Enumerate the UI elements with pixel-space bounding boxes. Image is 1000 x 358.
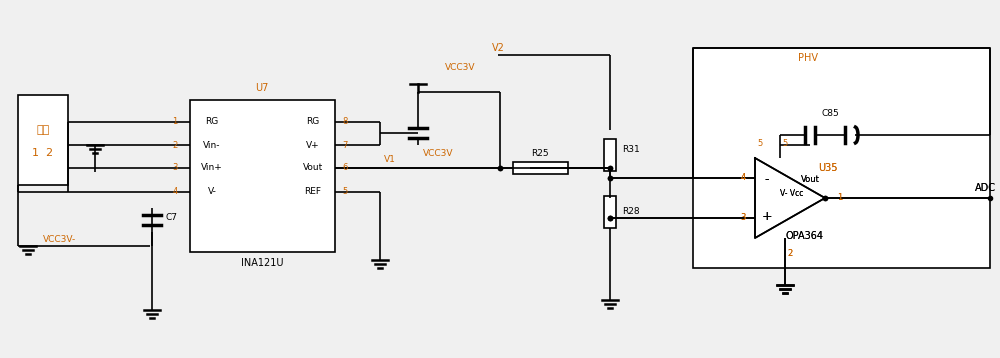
Text: V- Vcc: V- Vcc [780, 189, 804, 198]
Text: RG: RG [205, 117, 219, 126]
Text: 2: 2 [172, 140, 178, 150]
Bar [693, 48, 990, 268]
Text: 4: 4 [740, 174, 746, 183]
Text: V+: V+ [306, 140, 320, 150]
Text: 4: 4 [172, 188, 178, 197]
Text: VCC3V: VCC3V [445, 63, 475, 73]
Text: Vout: Vout [801, 175, 819, 184]
Text: 5: 5 [342, 188, 348, 197]
Text: 3: 3 [172, 164, 178, 173]
Bar [604, 139, 616, 171]
Bar [512, 162, 568, 174]
Text: 4: 4 [740, 174, 746, 183]
Text: Vout: Vout [801, 175, 819, 184]
Text: REF: REF [304, 188, 322, 197]
Text: 5: 5 [782, 139, 788, 147]
Text: -: - [765, 174, 769, 187]
Text: RG: RG [306, 117, 320, 126]
Text: 1: 1 [837, 194, 843, 203]
Bar [18, 95, 68, 185]
Text: R28: R28 [622, 208, 640, 217]
Text: 1: 1 [172, 117, 178, 126]
Text: ADC: ADC [975, 183, 996, 193]
Text: V2: V2 [492, 43, 504, 53]
Text: 3: 3 [740, 213, 746, 223]
Text: OPA364: OPA364 [786, 231, 824, 241]
Text: 7: 7 [342, 140, 348, 150]
Text: +: + [762, 209, 772, 223]
Text: V- Vcc: V- Vcc [780, 189, 804, 198]
Text: 3: 3 [740, 213, 746, 223]
Text: +: + [762, 209, 772, 223]
Bar [190, 100, 335, 252]
Text: C7: C7 [165, 213, 177, 223]
Text: U35: U35 [818, 163, 838, 173]
Text: U7: U7 [255, 83, 269, 93]
Text: ADC: ADC [975, 183, 996, 193]
Bar [604, 196, 616, 228]
Text: VCC3V-: VCC3V- [43, 234, 77, 243]
Text: V-: V- [208, 188, 216, 197]
Text: -: - [765, 174, 769, 187]
Text: 8: 8 [342, 117, 348, 126]
Text: Vout: Vout [303, 164, 323, 173]
Text: Vin+: Vin+ [201, 164, 223, 173]
Text: INA121U: INA121U [241, 258, 283, 268]
Text: OPA364: OPA364 [786, 231, 824, 241]
Text: 1  2: 1 2 [32, 148, 54, 158]
Text: V1: V1 [384, 155, 396, 164]
Text: 2: 2 [787, 248, 793, 257]
Text: 电极: 电极 [36, 125, 50, 135]
Text: PHV: PHV [798, 53, 818, 63]
Text: 1: 1 [837, 194, 843, 203]
Text: 6: 6 [342, 164, 348, 173]
Text: R31: R31 [622, 145, 640, 155]
Text: Vin-: Vin- [203, 140, 221, 150]
Text: C85: C85 [821, 108, 839, 117]
Text: R25: R25 [531, 150, 549, 159]
Text: VCC3V: VCC3V [423, 149, 453, 158]
Text: 5: 5 [757, 139, 763, 147]
Text: U35: U35 [818, 163, 838, 173]
Text: 2: 2 [787, 248, 793, 257]
